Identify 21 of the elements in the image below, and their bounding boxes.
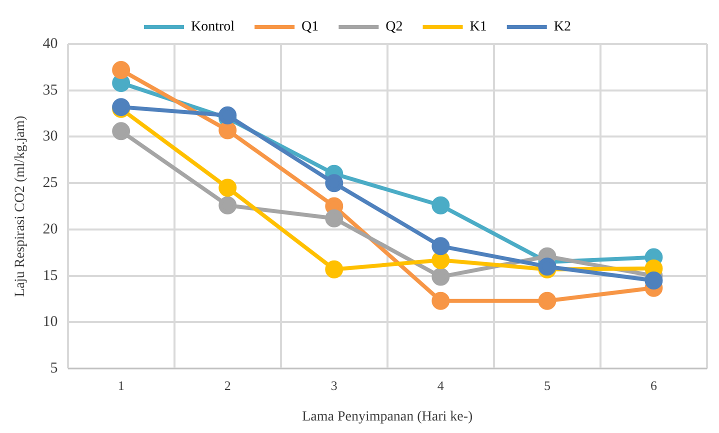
legend-label: Q1	[302, 20, 319, 35]
x-tick-label: 3	[330, 378, 338, 393]
y-tick-label: 10	[42, 314, 58, 330]
legend-label: Kontrol	[191, 20, 235, 35]
y-tick-label: 20	[42, 221, 58, 238]
y-tick-label: 35	[42, 82, 58, 98]
x-tick-label: 2	[224, 378, 231, 393]
x-axis-title: Lama Penyimpanan (Hari ke-)	[302, 409, 474, 424]
legend-label: K1	[470, 20, 487, 35]
y-tick-label: 15	[42, 268, 58, 284]
y-tick-label: 5	[50, 360, 58, 377]
x-tick-label: 5	[544, 378, 550, 393]
x-tick-label: 6	[650, 378, 658, 393]
y-tick-label: 40	[42, 36, 58, 52]
x-tick-label: 1	[118, 378, 124, 393]
y-tick-label: 25	[42, 175, 58, 192]
y-axis-title: Laju Respirasi CO2 (ml/kg.jam)	[13, 115, 28, 297]
legend-label: K2	[554, 20, 572, 35]
legend-label: Q2	[386, 20, 403, 35]
y-tick-label: 30	[42, 128, 58, 145]
x-tick-label: 4	[437, 378, 444, 393]
